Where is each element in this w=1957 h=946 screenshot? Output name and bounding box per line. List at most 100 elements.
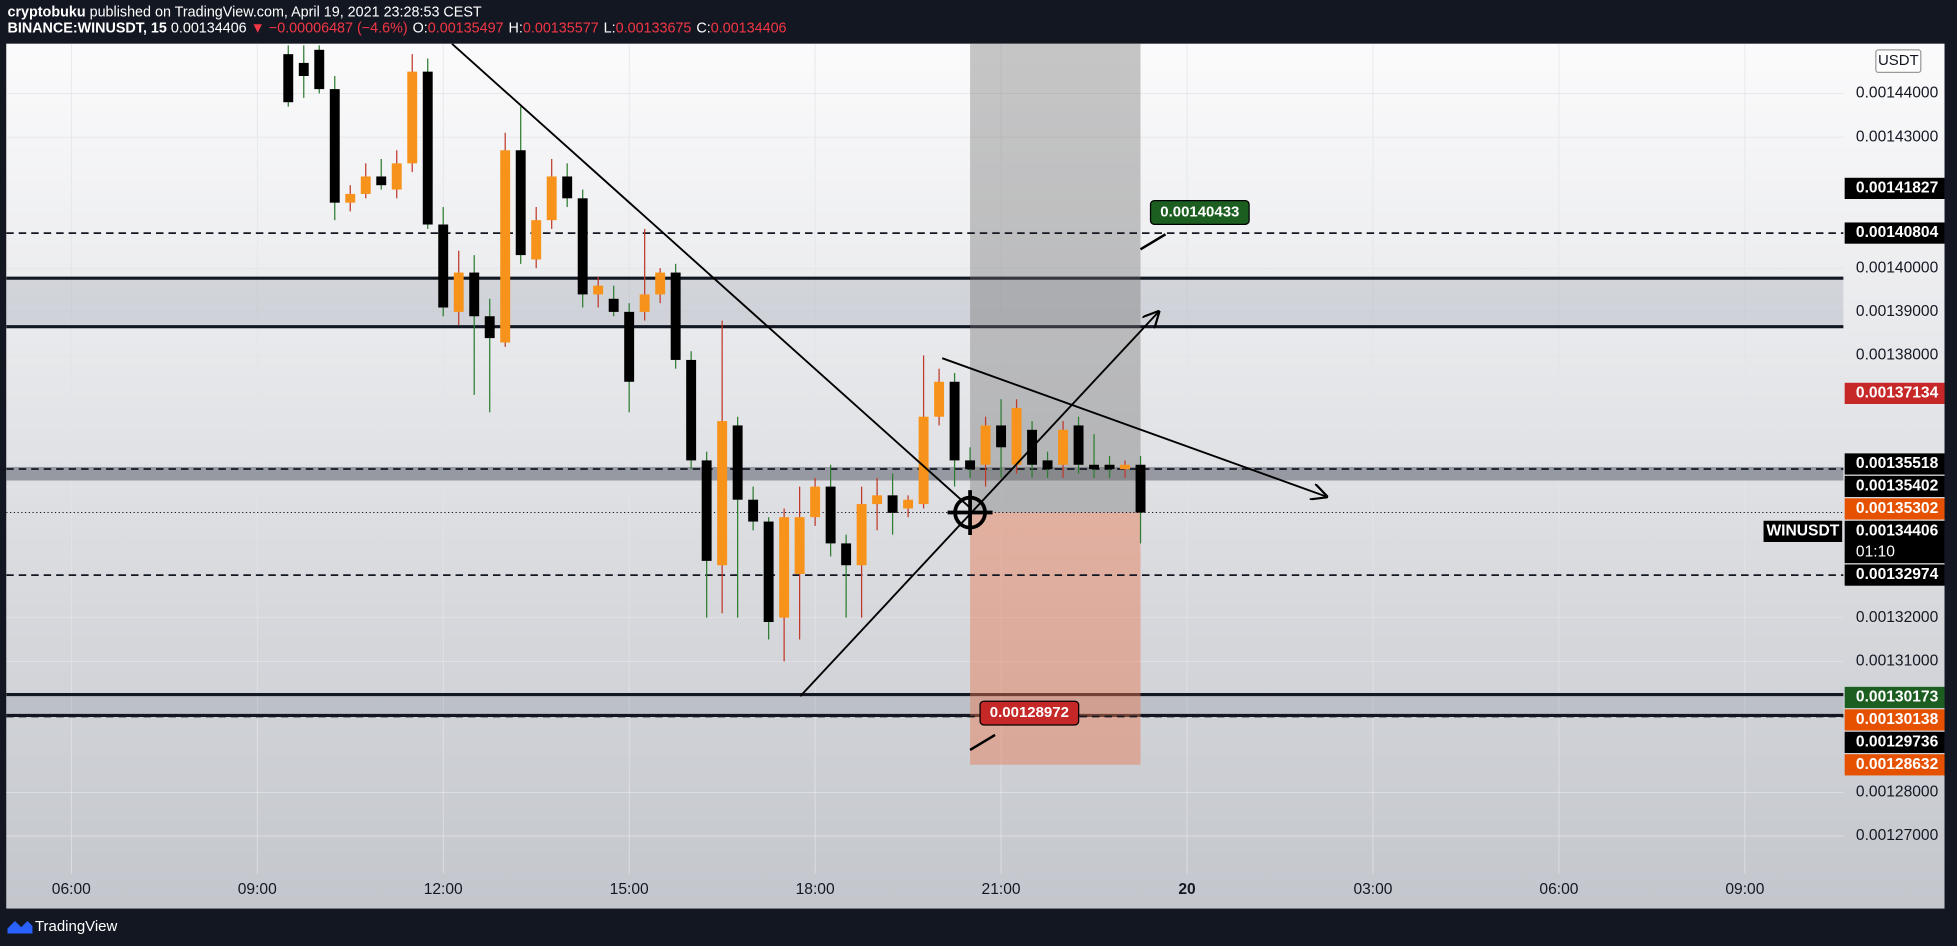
price-tag — [1844, 453, 1945, 475]
candle — [515, 106, 526, 264]
y-tick-label: 0.00144000 — [1856, 85, 1939, 102]
candle — [887, 473, 898, 535]
candle-body — [686, 359, 697, 461]
change: ▼ −0.00006487 (−4.6%) — [251, 21, 408, 37]
x-tick-label: 12:00 — [424, 881, 463, 898]
candle — [996, 399, 1007, 478]
candle-body — [546, 176, 557, 221]
candle-body — [515, 150, 526, 256]
candle-body — [453, 272, 464, 312]
candle — [577, 189, 588, 308]
x-tick-label: 21:00 — [982, 881, 1021, 898]
candle — [391, 150, 402, 199]
candle — [1073, 416, 1084, 474]
price-tag-label: 0.00132974 — [1856, 566, 1939, 583]
price-tag — [1844, 222, 1945, 244]
publisher: cryptobuku — [7, 4, 85, 20]
candle — [1042, 451, 1053, 478]
candle — [779, 508, 790, 662]
trend-line — [941, 357, 1326, 496]
y-tick-label: 0.00131000 — [1856, 652, 1939, 669]
price-tag — [1844, 382, 1945, 404]
price-tag-label: 0.00135402 — [1856, 478, 1939, 495]
candle — [1120, 460, 1130, 478]
candle-body — [856, 504, 867, 566]
y-tick-label: 0.00143000 — [1856, 128, 1939, 145]
y-tick-label: 0.00132000 — [1856, 609, 1939, 626]
candle-body — [531, 220, 542, 260]
candle-body — [794, 517, 805, 574]
price-tag-label: 0.00128632 — [1856, 756, 1939, 773]
trend-line — [799, 312, 1158, 697]
candle-body — [825, 486, 836, 544]
position-handle — [947, 490, 993, 536]
x-tick-label: 06:00 — [1539, 881, 1578, 898]
callout-pointer — [969, 733, 996, 751]
handle-cross — [947, 490, 993, 536]
ohlc-value: 0.00134406 — [711, 21, 787, 37]
candle-body — [577, 198, 588, 295]
x-tick-label: 15:00 — [610, 881, 649, 898]
position-loss — [970, 512, 1141, 765]
candle — [701, 451, 712, 618]
candle — [484, 298, 495, 413]
candle — [794, 486, 805, 640]
price-tag — [1844, 754, 1945, 776]
price-tag-label: 0.00135518 — [1856, 455, 1939, 472]
candle-body — [1120, 464, 1130, 470]
candle — [1104, 456, 1115, 478]
candle-body — [1011, 407, 1022, 465]
candle — [872, 477, 883, 531]
y-tick-label: 0.00127000 — [1856, 827, 1939, 844]
candle-body — [841, 543, 852, 566]
price-tag — [1844, 177, 1945, 200]
candle — [624, 303, 635, 413]
candle — [763, 517, 774, 640]
candle-body — [314, 49, 325, 90]
y-tick-label: 0.00140000 — [1856, 259, 1939, 276]
ohlc: O:0.00135497 H:0.00135577 L:0.00133675 C:0.… — [413, 21, 787, 37]
countdown: 01:10 — [1856, 544, 1895, 561]
candle-body — [500, 150, 511, 343]
candle-body — [608, 298, 619, 312]
candle-body — [996, 425, 1007, 448]
candle-body — [965, 460, 976, 470]
candle-body — [407, 71, 418, 164]
price-tag — [1844, 686, 1945, 709]
candle — [593, 276, 604, 308]
candle-body — [701, 460, 712, 561]
candle-body — [376, 176, 387, 186]
candle — [949, 373, 960, 487]
candle — [670, 263, 681, 369]
candle-body — [360, 176, 371, 194]
candle — [655, 268, 666, 304]
candle — [934, 368, 945, 426]
candle — [469, 255, 480, 395]
candle-body — [887, 495, 898, 513]
candle — [1135, 456, 1146, 544]
candle — [329, 76, 340, 221]
header-line-1: cryptobuku published on TradingView.com,… — [7, 4, 481, 20]
candle-body — [1089, 464, 1100, 470]
candle — [298, 45, 309, 98]
header-line-2: BINANCE:WINUSDT, 15 0.00134406 ▼ −0.0000… — [7, 21, 786, 37]
brand: TradingView — [35, 918, 118, 935]
candle — [283, 45, 294, 107]
candle — [531, 207, 542, 269]
ohlc-label: O: — [413, 21, 428, 37]
candle-body — [1042, 460, 1053, 470]
candle — [980, 416, 991, 487]
candle-body — [422, 71, 433, 225]
callout-box — [1149, 199, 1250, 225]
ohlc-value: 0.00135577 — [523, 21, 599, 37]
price-tag-label: 0.00130138 — [1856, 711, 1939, 728]
symbol-tag-label: WINUSDT — [1766, 522, 1839, 539]
candle — [562, 163, 573, 208]
price-tag — [1844, 520, 1945, 564]
candle-body — [639, 294, 650, 312]
candle — [918, 355, 929, 509]
axes: 0.00144000 0.00143000 0.00140000 0.00139000… — [52, 85, 1945, 898]
zone — [6, 694, 1844, 716]
brand-logo — [7, 921, 33, 934]
candle-body — [949, 381, 960, 461]
